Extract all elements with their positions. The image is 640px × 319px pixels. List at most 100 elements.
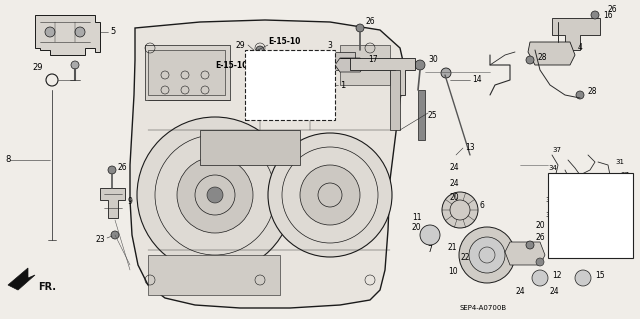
Text: 1: 1: [340, 80, 345, 90]
Text: 20: 20: [450, 194, 460, 203]
Text: 21: 21: [448, 243, 458, 253]
Circle shape: [526, 241, 534, 249]
Bar: [548, 173, 633, 258]
Circle shape: [111, 231, 119, 239]
Text: 6: 6: [480, 201, 485, 210]
Circle shape: [420, 225, 440, 245]
Text: 39: 39: [567, 204, 576, 210]
Text: 37: 37: [620, 172, 629, 178]
Text: 30: 30: [428, 56, 438, 64]
Text: FR.: FR.: [38, 282, 56, 292]
Text: 3: 3: [328, 41, 332, 49]
Polygon shape: [8, 268, 35, 290]
Text: 24: 24: [516, 287, 525, 296]
Polygon shape: [390, 70, 400, 130]
Circle shape: [576, 91, 584, 99]
Polygon shape: [340, 58, 415, 95]
Polygon shape: [148, 255, 280, 295]
Text: 25: 25: [428, 110, 438, 120]
Text: 28: 28: [587, 87, 596, 97]
Text: 24: 24: [550, 287, 559, 296]
Circle shape: [268, 133, 392, 257]
Circle shape: [306, 108, 314, 116]
Text: 10: 10: [448, 268, 458, 277]
Text: 20: 20: [412, 224, 422, 233]
Text: 26: 26: [118, 164, 127, 173]
Text: 26: 26: [365, 18, 374, 26]
Text: 13: 13: [465, 144, 475, 152]
Circle shape: [441, 68, 451, 78]
Circle shape: [137, 117, 293, 273]
Text: 29: 29: [236, 41, 245, 49]
Circle shape: [442, 192, 478, 228]
Text: 4: 4: [578, 43, 583, 53]
Circle shape: [108, 166, 116, 174]
Text: 35: 35: [556, 175, 565, 181]
Bar: [245, 50, 335, 120]
Text: 36: 36: [567, 219, 576, 225]
Polygon shape: [335, 52, 355, 70]
Text: 22: 22: [461, 254, 470, 263]
Circle shape: [71, 61, 79, 69]
Circle shape: [266, 108, 274, 116]
Circle shape: [554, 201, 562, 209]
Polygon shape: [340, 45, 390, 85]
Text: 37: 37: [552, 147, 561, 153]
Circle shape: [75, 27, 85, 37]
Polygon shape: [145, 45, 230, 100]
Text: 29: 29: [32, 63, 42, 72]
Text: 32: 32: [545, 212, 554, 218]
Text: 34: 34: [548, 165, 557, 171]
Text: 39: 39: [608, 207, 617, 213]
Text: 12: 12: [552, 271, 561, 279]
Polygon shape: [552, 18, 600, 50]
Text: 26: 26: [608, 5, 618, 14]
Text: 31: 31: [615, 159, 624, 165]
Text: 35: 35: [620, 222, 629, 228]
Text: 24: 24: [450, 164, 460, 173]
Text: 28: 28: [537, 54, 547, 63]
Circle shape: [469, 237, 505, 273]
Circle shape: [532, 270, 548, 286]
Text: 11: 11: [412, 212, 422, 221]
Text: E-15-10: E-15-10: [268, 38, 300, 47]
Text: 38: 38: [545, 197, 554, 203]
Text: 20: 20: [535, 220, 545, 229]
Polygon shape: [505, 242, 545, 265]
Text: 17: 17: [368, 56, 378, 64]
Text: 14: 14: [472, 76, 482, 85]
Circle shape: [596, 186, 604, 194]
Circle shape: [576, 206, 584, 214]
Circle shape: [415, 60, 425, 70]
Circle shape: [273, 58, 317, 102]
Polygon shape: [418, 90, 425, 140]
Polygon shape: [200, 130, 300, 165]
Circle shape: [575, 270, 591, 286]
Text: 5: 5: [110, 27, 115, 36]
Text: 7: 7: [428, 246, 433, 255]
Text: 2: 2: [318, 110, 323, 120]
Circle shape: [45, 27, 55, 37]
Text: 2: 2: [250, 110, 255, 120]
Text: SEP4-A0700B: SEP4-A0700B: [460, 305, 507, 311]
Polygon shape: [148, 50, 225, 95]
Text: SERVICE
ONLY: SERVICE ONLY: [569, 230, 611, 250]
Circle shape: [300, 165, 360, 225]
Text: 9: 9: [128, 197, 133, 206]
Polygon shape: [130, 20, 405, 308]
Circle shape: [606, 211, 614, 219]
Text: 15: 15: [595, 271, 605, 279]
Text: 23: 23: [95, 235, 105, 244]
Text: 8: 8: [5, 155, 10, 165]
Circle shape: [526, 56, 534, 64]
Polygon shape: [528, 42, 575, 65]
Text: 26: 26: [536, 234, 546, 242]
Text: E-15-10: E-15-10: [215, 61, 248, 70]
Polygon shape: [100, 188, 125, 218]
Polygon shape: [335, 58, 365, 72]
Polygon shape: [270, 95, 320, 110]
Text: 27: 27: [548, 246, 557, 255]
Circle shape: [207, 187, 223, 203]
Polygon shape: [35, 15, 100, 55]
Text: 33: 33: [620, 192, 629, 198]
